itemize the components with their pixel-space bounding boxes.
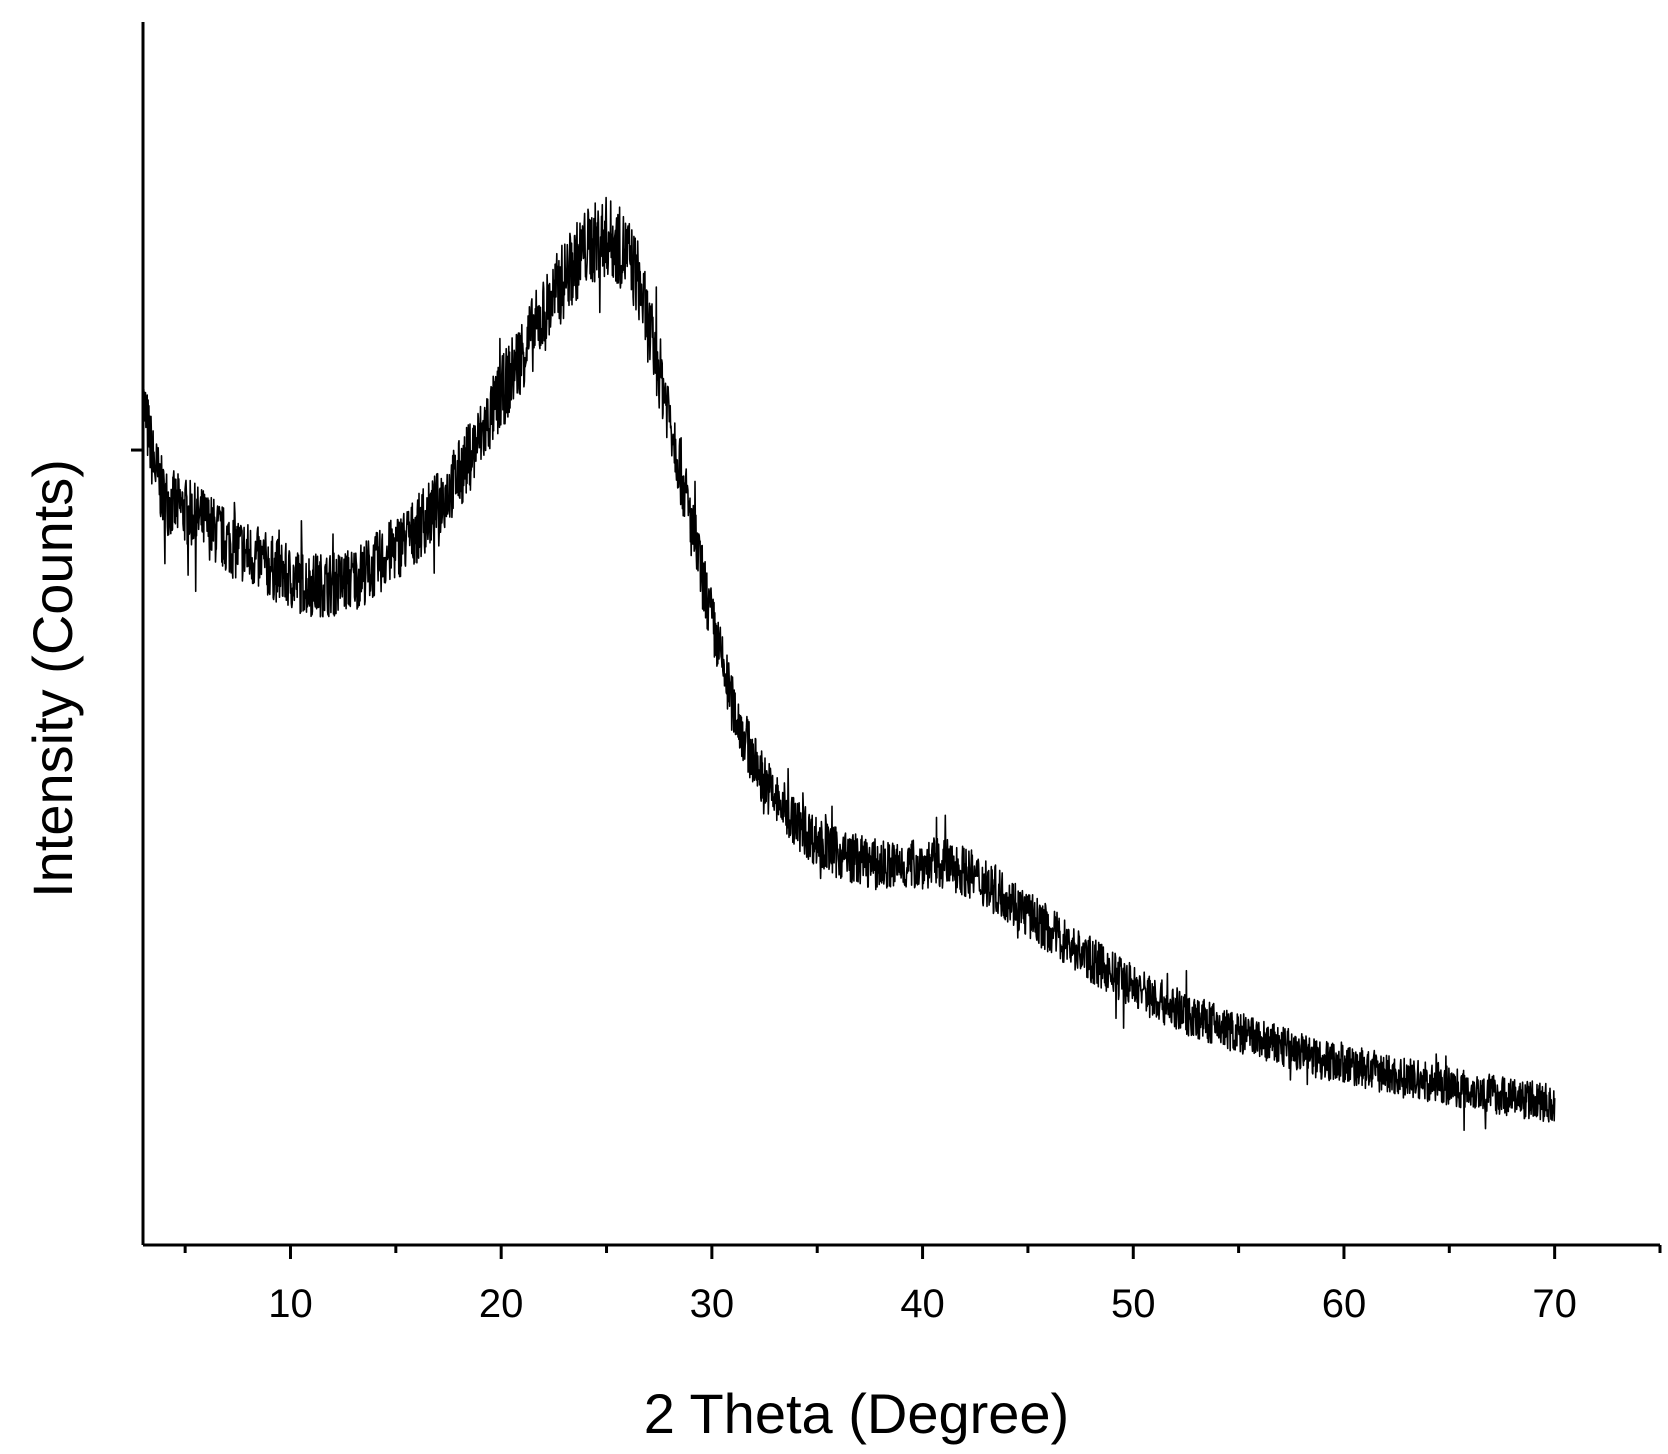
x-tick-label: 70 [1532, 1282, 1577, 1326]
x-tick-label: 20 [479, 1282, 524, 1326]
y-axis-title: Intensity (Counts) [21, 459, 84, 898]
xrd-pattern-line [142, 196, 1556, 1131]
x-axis-title: 2 Theta (Degree) [644, 1382, 1069, 1445]
x-tick-label: 60 [1322, 1282, 1367, 1326]
plot-area [142, 196, 1556, 1131]
axis-ticks: 10 20 30 40 50 60 70 [131, 448, 1662, 1326]
x-tick-label: 30 [690, 1282, 735, 1326]
x-tick-label: 10 [268, 1282, 313, 1326]
x-tick-label: 50 [1111, 1282, 1156, 1326]
x-tick-label: 40 [900, 1282, 945, 1326]
